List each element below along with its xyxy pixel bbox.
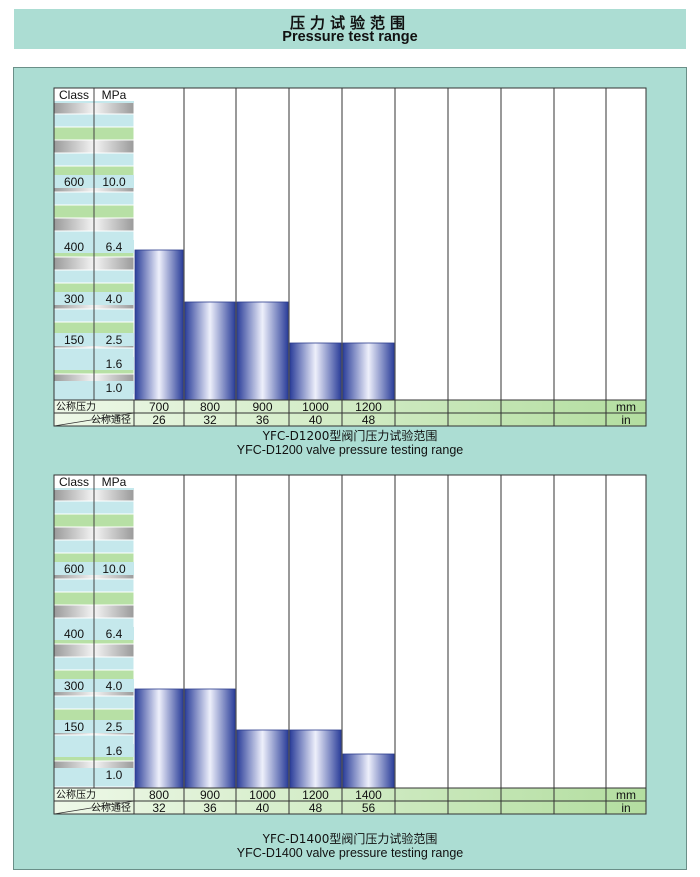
x-tick-in-label: 56 (362, 801, 376, 815)
bar-d1400-1400 (342, 753, 395, 789)
y-tick-class-label: 400 (64, 627, 84, 641)
bar-d1400-1000 (236, 729, 289, 789)
x-tick-mm-label: 1200 (355, 400, 382, 414)
chart-subtitle-d1200: YFC-D1200 valve pressure testing range (236, 443, 464, 457)
y-tick-mpa-label: 10.0 (102, 562, 126, 576)
scale-header-class: Class (59, 475, 89, 489)
axis-corner-diagonal (53, 800, 135, 815)
nominal-diameter-label: 公称通径 (91, 413, 131, 426)
y-tick-mpa-label: 4.0 (106, 292, 123, 306)
y-tick-mpa-label: 1.0 (106, 381, 123, 395)
page-title-en: Pressure test range (282, 29, 418, 45)
axis-corner-diagonal (53, 412, 135, 427)
nominal-diameter-label: 公称通径 (91, 801, 131, 814)
bar-d1200-900 (236, 301, 289, 401)
nominal-pressure-label: 公称压力 (56, 400, 96, 413)
y-tick-mpa-label: 2.5 (106, 333, 123, 347)
y-tick-class-label: 150 (64, 333, 84, 347)
y-tick-class-label: 400 (64, 240, 84, 254)
x-tick-in-label: 26 (152, 413, 166, 427)
unit-in-label: in (621, 801, 630, 815)
chart-subtitle-d1400: YFC-D1400 valve pressure testing range (236, 846, 464, 860)
scale-header-class: Class (59, 88, 89, 102)
x-tick-mm-label: 1400 (355, 788, 382, 802)
y-tick-class-label: 300 (64, 679, 84, 693)
x-tick-in-label: 32 (203, 413, 217, 427)
y-tick-class-label: 150 (64, 720, 84, 734)
chart-title-d1200: YFC-D1200型阀门压力试验范围 (262, 429, 438, 443)
y-tick-mpa-label: 1.6 (106, 357, 123, 371)
y-tick-class-label: 600 (64, 175, 84, 189)
y-tick-mpa-label: 10.0 (102, 175, 126, 189)
x-tick-mm-label: 800 (200, 400, 220, 414)
bar-d1400-800 (134, 688, 184, 789)
unit-mm-label: mm (616, 788, 636, 802)
y-tick-mpa-label: 1.6 (106, 744, 123, 758)
scale-header-mpa: MPa (102, 88, 127, 102)
x-tick-mm-label: 700 (149, 400, 169, 414)
x-tick-mm-label: 900 (200, 788, 220, 802)
x-tick-mm-label: 900 (252, 400, 272, 414)
y-tick-mpa-label: 4.0 (106, 679, 123, 693)
x-tick-in-label: 36 (203, 801, 217, 815)
y-tick-mpa-label: 1.0 (106, 768, 123, 782)
y-tick-mpa-label: 6.4 (106, 627, 123, 641)
scale-header-mpa: MPa (102, 475, 127, 489)
bar-d1200-1200 (342, 342, 395, 401)
bar-d1200-800 (184, 301, 236, 401)
x-tick-in-label: 32 (152, 801, 166, 815)
bar-d1400-900 (184, 688, 236, 789)
y-tick-mpa-label: 6.4 (106, 240, 123, 254)
page-header: 压力试验范围 Pressure test range (14, 9, 686, 49)
x-tick-in-label: 48 (362, 413, 376, 427)
y-tick-class-label: 600 (64, 562, 84, 576)
x-tick-in-label: 40 (309, 413, 323, 427)
bar-d1400-1200 (289, 729, 342, 789)
x-tick-mm-label: 800 (149, 788, 169, 802)
unit-in-label: in (621, 413, 630, 427)
x-tick-mm-label: 1000 (302, 400, 329, 414)
chart-caption-d1200: YFC-D1200型阀门压力试验范围 YFC-D1200 valve press… (0, 429, 700, 457)
x-tick-in-label: 40 (256, 801, 270, 815)
chart-caption-d1400: YFC-D1400型阀门压力试验范围 YFC-D1400 valve press… (0, 832, 700, 860)
x-tick-in-label: 36 (256, 413, 270, 427)
unit-mm-label: mm (616, 400, 636, 414)
x-tick-mm-label: 1200 (302, 788, 329, 802)
y-tick-mpa-label: 2.5 (106, 720, 123, 734)
bar-d1200-700 (134, 249, 184, 401)
nominal-pressure-label: 公称压力 (56, 788, 96, 801)
page-title-zh: 压力试验范围 (289, 14, 410, 32)
x-tick-in-label: 48 (309, 801, 323, 815)
bar-d1200-1000 (289, 342, 342, 401)
x-tick-mm-label: 1000 (249, 788, 276, 802)
y-tick-class-label: 300 (64, 292, 84, 306)
chart-title-d1400: YFC-D1400型阀门压力试验范围 (262, 832, 438, 846)
